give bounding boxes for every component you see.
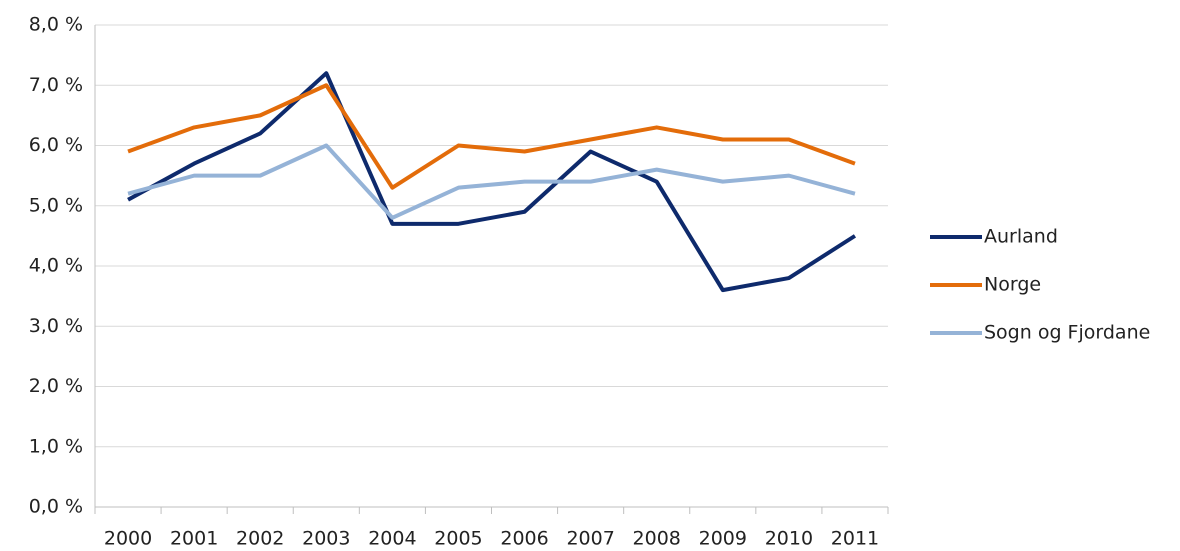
y-tick-label: 0,0 %: [29, 496, 83, 518]
legend-label: Norge: [984, 274, 1041, 296]
x-tick-label: 2005: [434, 528, 482, 550]
y-tick-label: 7,0 %: [29, 74, 83, 96]
y-tick-label: 4,0 %: [29, 255, 83, 277]
x-tick-label: 2009: [699, 528, 747, 550]
x-tick-label: 2001: [170, 528, 218, 550]
y-tick-label: 8,0 %: [29, 14, 83, 36]
series-line: [127, 71, 857, 293]
legend-label: Aurland: [984, 226, 1058, 248]
x-tick-label: 2003: [302, 528, 350, 550]
series-line: [127, 143, 856, 220]
y-tick-label: 1,0 %: [29, 435, 83, 457]
x-tick-label: 2006: [500, 528, 548, 550]
x-tick-label: 2011: [831, 528, 879, 550]
y-tick-label: 6,0 %: [29, 134, 83, 156]
x-tick-label: 2007: [566, 528, 614, 550]
x-tick-label: 2008: [633, 528, 681, 550]
x-tick-label: 2002: [236, 528, 284, 550]
y-tick-label: 3,0 %: [29, 315, 83, 337]
series-line: [127, 83, 856, 190]
y-tick-label: 2,0 %: [29, 375, 83, 397]
y-tick-label: 5,0 %: [29, 194, 83, 216]
x-tick-label: 2000: [104, 528, 152, 550]
x-tick-label: 2010: [765, 528, 813, 550]
x-tick-label: 2004: [368, 528, 416, 550]
legend-label: Sogn og Fjordane: [984, 322, 1150, 344]
